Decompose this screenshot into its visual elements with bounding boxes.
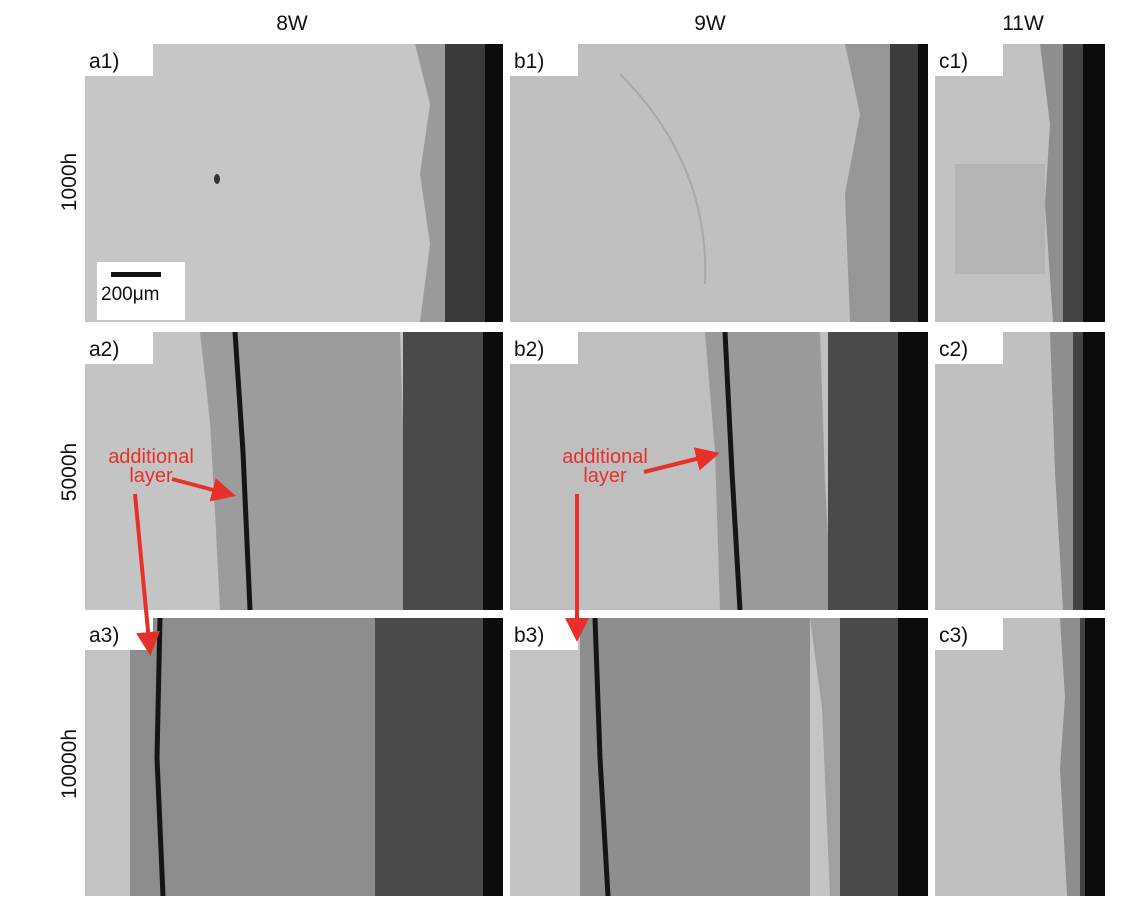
micrograph-b3-image [510, 618, 928, 896]
panel-label-b1: b1) [514, 50, 545, 73]
micrograph-b1-image [510, 44, 928, 322]
micrograph-a2-image [85, 332, 503, 610]
micrograph-b2-image [510, 332, 928, 610]
row-header-5000h: 5000h [58, 442, 81, 502]
row-header-1000h: 1000h [58, 152, 81, 212]
scale-bar-line [111, 272, 161, 277]
annotation-line2: layer [129, 465, 173, 487]
annotation-line1: additional [562, 446, 648, 468]
panel-label-c3: c3) [939, 624, 969, 647]
column-header-9w: 9W [694, 12, 726, 35]
panel-label-c1: c1) [939, 50, 969, 73]
micrograph-b2: b2) [510, 332, 928, 610]
micrograph-a2: a2) [85, 332, 503, 610]
micrograph-c3-image [935, 618, 1105, 896]
micrograph-b1: b1) [510, 44, 928, 322]
column-header-11w: 11W [1002, 12, 1044, 35]
micrograph-a3: a3) [85, 618, 503, 896]
panel-label-c2: c2) [939, 338, 969, 361]
annotation-additional-layer-left: additional layer [97, 446, 205, 487]
row-header-10000h: 10000h [58, 728, 81, 800]
scale-bar: 200μm [97, 262, 185, 320]
panel-label-a3: a3) [89, 624, 120, 647]
annotation-line1: additional [108, 446, 194, 468]
micrograph-c1: c1) [935, 44, 1105, 322]
panel-label-b3: b3) [514, 624, 545, 647]
micrograph-a1: a1) 200μm [85, 44, 503, 322]
panel-label-b2: b2) [514, 338, 545, 361]
panel-label-a2: a2) [89, 338, 120, 361]
micrograph-c2: c2) [935, 332, 1105, 610]
micrograph-c2-image [935, 332, 1105, 610]
annotation-line2: layer [583, 465, 627, 487]
micrograph-a3-image [85, 618, 503, 896]
micrograph-c1-image [935, 44, 1105, 322]
annotation-additional-layer-right: additional layer [549, 446, 661, 487]
micrograph-c3: c3) [935, 618, 1105, 896]
scale-bar-label: 200μm [101, 284, 160, 305]
micrograph-b3: b3) [510, 618, 928, 896]
panel-label-a1: a1) [89, 50, 120, 73]
column-header-8w: 8W [276, 12, 308, 35]
